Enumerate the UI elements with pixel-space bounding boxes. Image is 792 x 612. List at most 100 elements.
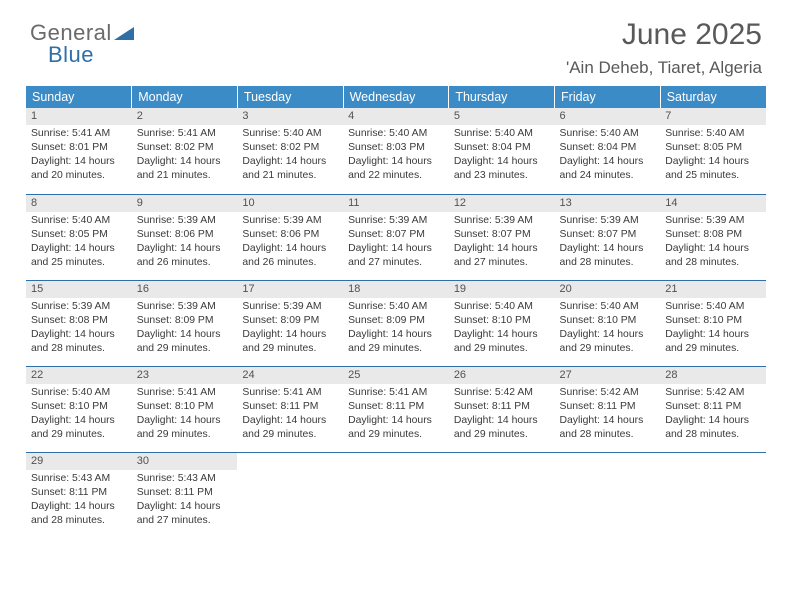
calendar-day-cell: 23Sunrise: 5:41 AMSunset: 8:10 PMDayligh… [132,366,238,452]
sunrise-line: Sunrise: 5:39 AM [242,300,338,314]
weekday-header: Saturday [660,86,766,108]
sunset-line: Sunset: 8:10 PM [31,400,127,414]
day-number: 6 [555,108,661,125]
calendar-empty-cell [449,452,555,538]
day-number: 17 [237,281,343,298]
day-number: 12 [449,195,555,212]
sunrise-line: Sunrise: 5:43 AM [137,472,233,486]
weekday-header: Tuesday [237,86,343,108]
sunset-line: Sunset: 8:10 PM [560,314,656,328]
sunrise-line: Sunrise: 5:40 AM [560,127,656,141]
sunrise-line: Sunrise: 5:42 AM [665,386,761,400]
sunset-line: Sunset: 8:11 PM [31,486,127,500]
daylight-line: Daylight: 14 hours and 29 minutes. [348,414,444,442]
day-number: 8 [26,195,132,212]
sunset-line: Sunset: 8:11 PM [454,400,550,414]
calendar-empty-cell [660,452,766,538]
sunrise-line: Sunrise: 5:41 AM [31,127,127,141]
day-details: Sunrise: 5:41 AMSunset: 8:01 PMDaylight:… [26,125,132,187]
sunset-line: Sunset: 8:01 PM [31,141,127,155]
calendar-day-cell: 15Sunrise: 5:39 AMSunset: 8:08 PMDayligh… [26,280,132,366]
daylight-line: Daylight: 14 hours and 29 minutes. [560,328,656,356]
sunrise-line: Sunrise: 5:41 AM [348,386,444,400]
daylight-line: Daylight: 14 hours and 29 minutes. [137,328,233,356]
daylight-line: Daylight: 14 hours and 25 minutes. [31,242,127,270]
day-details: Sunrise: 5:43 AMSunset: 8:11 PMDaylight:… [26,470,132,532]
daylight-line: Daylight: 14 hours and 27 minutes. [454,242,550,270]
sunrise-line: Sunrise: 5:39 AM [560,214,656,228]
day-details: Sunrise: 5:39 AMSunset: 8:08 PMDaylight:… [660,212,766,274]
calendar-day-cell: 19Sunrise: 5:40 AMSunset: 8:10 PMDayligh… [449,280,555,366]
page-title: June 2025 [26,18,762,52]
weekday-header: Wednesday [343,86,449,108]
daylight-line: Daylight: 14 hours and 23 minutes. [454,155,550,183]
calendar-day-cell: 28Sunrise: 5:42 AMSunset: 8:11 PMDayligh… [660,366,766,452]
sunrise-line: Sunrise: 5:39 AM [137,214,233,228]
calendar-day-cell: 26Sunrise: 5:42 AMSunset: 8:11 PMDayligh… [449,366,555,452]
sunrise-line: Sunrise: 5:42 AM [560,386,656,400]
sunrise-line: Sunrise: 5:41 AM [137,127,233,141]
calendar-day-cell: 21Sunrise: 5:40 AMSunset: 8:10 PMDayligh… [660,280,766,366]
daylight-line: Daylight: 14 hours and 29 minutes. [31,414,127,442]
sunset-line: Sunset: 8:07 PM [454,228,550,242]
sunset-line: Sunset: 8:07 PM [348,228,444,242]
sunset-line: Sunset: 8:10 PM [137,400,233,414]
page-header: June 2025 'Ain Deheb, Tiaret, Algeria [26,18,766,78]
day-details: Sunrise: 5:41 AMSunset: 8:10 PMDaylight:… [132,384,238,446]
day-details: Sunrise: 5:39 AMSunset: 8:06 PMDaylight:… [237,212,343,274]
day-number: 15 [26,281,132,298]
day-details: Sunrise: 5:40 AMSunset: 8:04 PMDaylight:… [555,125,661,187]
day-number: 1 [26,108,132,125]
day-number: 27 [555,367,661,384]
daylight-line: Daylight: 14 hours and 21 minutes. [137,155,233,183]
day-details: Sunrise: 5:39 AMSunset: 8:09 PMDaylight:… [132,298,238,360]
sunset-line: Sunset: 8:09 PM [137,314,233,328]
day-number: 29 [26,453,132,470]
weekday-header-row: Sunday Monday Tuesday Wednesday Thursday… [26,86,766,108]
day-number: 28 [660,367,766,384]
sunrise-line: Sunrise: 5:40 AM [665,127,761,141]
calendar-day-cell: 9Sunrise: 5:39 AMSunset: 8:06 PMDaylight… [132,194,238,280]
day-details: Sunrise: 5:40 AMSunset: 8:04 PMDaylight:… [449,125,555,187]
calendar-day-cell: 3Sunrise: 5:40 AMSunset: 8:02 PMDaylight… [237,108,343,194]
calendar-day-cell: 24Sunrise: 5:41 AMSunset: 8:11 PMDayligh… [237,366,343,452]
day-number: 16 [132,281,238,298]
calendar-day-cell: 27Sunrise: 5:42 AMSunset: 8:11 PMDayligh… [555,366,661,452]
day-details: Sunrise: 5:40 AMSunset: 8:03 PMDaylight:… [343,125,449,187]
sunset-line: Sunset: 8:06 PM [137,228,233,242]
calendar-day-cell: 5Sunrise: 5:40 AMSunset: 8:04 PMDaylight… [449,108,555,194]
day-details: Sunrise: 5:42 AMSunset: 8:11 PMDaylight:… [555,384,661,446]
calendar-day-cell: 1Sunrise: 5:41 AMSunset: 8:01 PMDaylight… [26,108,132,194]
daylight-line: Daylight: 14 hours and 28 minutes. [31,500,127,528]
sunrise-line: Sunrise: 5:40 AM [454,127,550,141]
weekday-header: Monday [132,86,238,108]
sunrise-line: Sunrise: 5:40 AM [31,214,127,228]
calendar-day-cell: 11Sunrise: 5:39 AMSunset: 8:07 PMDayligh… [343,194,449,280]
weekday-header: Friday [555,86,661,108]
day-details: Sunrise: 5:39 AMSunset: 8:07 PMDaylight:… [555,212,661,274]
day-number: 18 [343,281,449,298]
day-number: 20 [555,281,661,298]
daylight-line: Daylight: 14 hours and 28 minutes. [665,242,761,270]
weekday-header: Sunday [26,86,132,108]
day-details: Sunrise: 5:39 AMSunset: 8:09 PMDaylight:… [237,298,343,360]
sunrise-line: Sunrise: 5:40 AM [665,300,761,314]
sunset-line: Sunset: 8:11 PM [137,486,233,500]
day-number: 30 [132,453,238,470]
calendar-day-cell: 22Sunrise: 5:40 AMSunset: 8:10 PMDayligh… [26,366,132,452]
calendar-day-cell: 6Sunrise: 5:40 AMSunset: 8:04 PMDaylight… [555,108,661,194]
sunset-line: Sunset: 8:08 PM [31,314,127,328]
sunrise-line: Sunrise: 5:40 AM [560,300,656,314]
daylight-line: Daylight: 14 hours and 29 minutes. [454,328,550,356]
day-number: 19 [449,281,555,298]
calendar-day-cell: 30Sunrise: 5:43 AMSunset: 8:11 PMDayligh… [132,452,238,538]
calendar-day-cell: 7Sunrise: 5:40 AMSunset: 8:05 PMDaylight… [660,108,766,194]
calendar-day-cell: 12Sunrise: 5:39 AMSunset: 8:07 PMDayligh… [449,194,555,280]
sunset-line: Sunset: 8:08 PM [665,228,761,242]
day-number: 25 [343,367,449,384]
calendar-day-cell: 8Sunrise: 5:40 AMSunset: 8:05 PMDaylight… [26,194,132,280]
sunrise-line: Sunrise: 5:39 AM [31,300,127,314]
calendar-empty-cell [237,452,343,538]
day-number: 10 [237,195,343,212]
calendar-week-row: 8Sunrise: 5:40 AMSunset: 8:05 PMDaylight… [26,194,766,280]
